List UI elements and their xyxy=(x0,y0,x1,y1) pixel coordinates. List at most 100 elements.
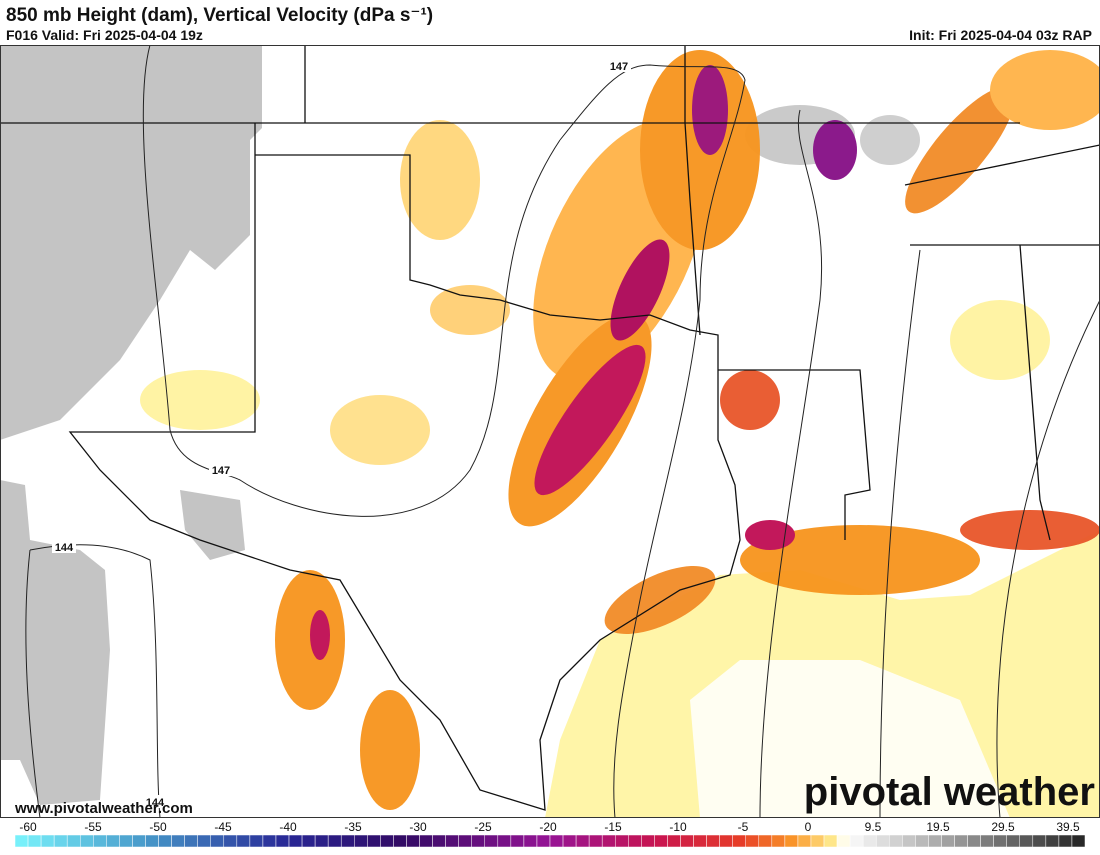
colorbar-cell xyxy=(719,834,733,848)
colorbar-cell xyxy=(823,834,838,848)
colorbar-cell xyxy=(223,834,238,848)
colorbar-cell xyxy=(641,834,655,848)
ascent xyxy=(950,300,1050,380)
colorbar-cell xyxy=(614,834,629,848)
colorbar-cell xyxy=(628,834,642,848)
colorbar-cell xyxy=(889,834,903,848)
colorbar-cell xyxy=(236,834,251,848)
ascent xyxy=(140,370,260,430)
colorbar-cell xyxy=(471,834,486,848)
colorbar-cell xyxy=(301,834,316,848)
colorbar-cell xyxy=(79,834,94,848)
colorbar-cell xyxy=(484,834,499,848)
colorbar-label: -20 xyxy=(539,820,557,834)
colorbar-label: 9.5 xyxy=(865,820,882,834)
colorbar-cell xyxy=(406,834,420,848)
colorbar-cell xyxy=(836,834,851,848)
ascent xyxy=(430,285,510,335)
colorbar-cell xyxy=(562,834,577,848)
colorbar-cell xyxy=(706,834,720,848)
colorbar-cell xyxy=(1019,834,1034,848)
colorbar-cell xyxy=(327,834,342,848)
gulf-shading xyxy=(690,660,1010,818)
colorbar-cell xyxy=(393,834,407,848)
contour-label-bg xyxy=(607,59,631,72)
watermark: www.pivotalweather.com xyxy=(14,800,193,817)
colorbar-label: -40 xyxy=(279,820,297,834)
colorbar-cell xyxy=(432,834,446,848)
height-contour xyxy=(25,544,161,818)
strong-ascent xyxy=(310,610,330,660)
colorbar-label: -45 xyxy=(214,820,232,834)
colorbar-cell xyxy=(993,834,1007,848)
ascent xyxy=(330,395,430,465)
colorbar-cell xyxy=(340,834,355,848)
valid-time: F016 Valid: Fri 2025-04-04 19z xyxy=(6,27,203,43)
colorbar-cell xyxy=(380,834,394,848)
texas-border xyxy=(68,123,741,811)
colorbar-cell xyxy=(40,834,55,848)
ascent xyxy=(905,86,1015,214)
colorbar-cell xyxy=(680,834,694,848)
ascent xyxy=(960,510,1100,550)
ascent xyxy=(400,120,480,240)
colorbar-cell xyxy=(184,834,198,848)
colorbar-cell xyxy=(1006,834,1021,848)
colorbar: -60 -55 -50 -45 -40 -35 -30 -25 -20 -15 -10 -5 0 9.5 1… xyxy=(14,820,1086,848)
ascent xyxy=(604,565,716,635)
colorbar-cell xyxy=(875,834,890,848)
colorbar-label: -30 xyxy=(409,820,427,834)
contour-label: 147 xyxy=(610,61,628,73)
colorbar-label: -50 xyxy=(149,820,167,834)
init-time: Init: Fri 2025-04-04 03z RAP xyxy=(909,27,1092,43)
map-area: 147 147 144 144 xyxy=(0,45,1100,818)
colorbar-cell xyxy=(53,834,68,848)
colorbar-cell xyxy=(445,834,459,848)
colorbar-cell xyxy=(458,834,472,848)
colorbar-label: 29.5 xyxy=(991,820,1015,834)
colorbar-cell xyxy=(106,834,120,848)
colorbar-cell xyxy=(497,834,512,848)
strong-ascent xyxy=(745,520,795,550)
colorbar-label: -15 xyxy=(604,820,622,834)
colorbar-cell xyxy=(849,834,864,848)
colorbar-cell xyxy=(27,834,42,848)
colorbar-label: 19.5 xyxy=(926,820,950,834)
contour-label-bg xyxy=(209,463,233,476)
colorbar-cell xyxy=(288,834,303,848)
colorbar-cell xyxy=(197,834,211,848)
strong-ascent xyxy=(813,120,857,180)
colorbar-cell xyxy=(1032,834,1047,848)
contour-label-bg xyxy=(143,795,167,808)
ascent xyxy=(640,50,760,250)
colorbar-cell xyxy=(601,834,616,848)
colorbar-label: -55 xyxy=(84,820,102,834)
colorbar-cell xyxy=(1058,834,1073,848)
contour-label-bg xyxy=(52,540,76,553)
colorbar-cell xyxy=(419,834,433,848)
colorbar-cell xyxy=(575,834,590,848)
colorbar-cell xyxy=(941,834,955,848)
colorbar-cell xyxy=(354,834,368,848)
colorbar-cell xyxy=(954,834,968,848)
colorbar-cell xyxy=(510,834,525,848)
colorbar-cell xyxy=(732,834,746,848)
colorbar-cell xyxy=(667,834,681,848)
contour-label: 144 xyxy=(55,542,74,554)
colorbar-cell xyxy=(145,834,159,848)
terrain-mask xyxy=(0,480,110,805)
colorbar-cell xyxy=(132,834,146,848)
colorbar-cell xyxy=(314,834,329,848)
colorbar-cell xyxy=(745,834,760,848)
colorbar-cell xyxy=(588,834,603,848)
subsidence xyxy=(860,115,920,165)
colorbar-cell xyxy=(367,834,381,848)
colorbar-label: -10 xyxy=(669,820,687,834)
colorbar-cell xyxy=(771,834,786,848)
colorbar-cell xyxy=(1045,834,1060,848)
colorbar-cell xyxy=(158,834,172,848)
colorbar-cell xyxy=(693,834,707,848)
ascent xyxy=(740,525,980,595)
height-contour xyxy=(759,109,1100,818)
